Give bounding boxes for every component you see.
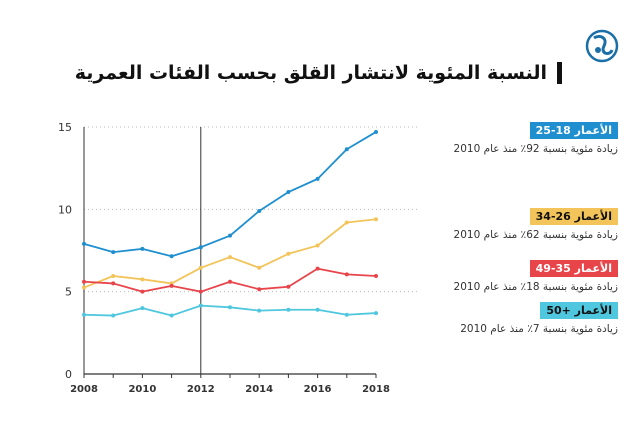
legend-item-35-49: الأعمار 35-49 زيادة مئوية بنسبة 18٪ منذ … bbox=[454, 257, 618, 293]
series-3-point-2018 bbox=[374, 311, 378, 316]
series-0-point-2015 bbox=[286, 190, 291, 195]
series-3-point-2014 bbox=[257, 308, 262, 313]
legend-item-18-25: الأعمار 18-25 زيادة مئوية بنسبة 92٪ منذ … bbox=[454, 119, 618, 155]
series-2-point-2008 bbox=[82, 279, 86, 284]
series-0-point-2017 bbox=[344, 147, 349, 152]
series-3-point-2011 bbox=[169, 313, 174, 318]
series-1-point-2010 bbox=[140, 277, 145, 282]
series-0-point-2010 bbox=[140, 246, 145, 251]
series-1-point-2013 bbox=[228, 255, 232, 260]
series-1-point-2008 bbox=[82, 285, 86, 290]
x-tick-label-2010: 2010 bbox=[128, 384, 156, 395]
aljazeera-logo bbox=[584, 28, 620, 64]
series-2-point-2015 bbox=[286, 284, 291, 289]
series-3-point-2010 bbox=[140, 306, 145, 311]
series-line-1 bbox=[83, 218, 377, 289]
series-1-point-2016 bbox=[315, 243, 320, 248]
series-2-point-2010 bbox=[140, 289, 145, 294]
legend-badge-26-34: الأعمار 26-34 bbox=[529, 208, 618, 225]
x-tick-label-2016: 2016 bbox=[304, 384, 332, 395]
series-3-point-2015 bbox=[286, 307, 291, 312]
series-1-point-2015 bbox=[286, 251, 291, 256]
series-0-point-2009 bbox=[111, 250, 116, 255]
title-accent-bar bbox=[557, 62, 562, 84]
series-0-point-2008 bbox=[82, 241, 86, 246]
series-3-point-2008 bbox=[82, 312, 86, 317]
series-2-point-2012 bbox=[198, 289, 203, 294]
legend-note-50-plus: زيادة مئوية بنسبة 7٪ منذ عام 2010 bbox=[460, 323, 618, 335]
series-2-point-2011 bbox=[169, 283, 174, 288]
legend-item-50-plus: الأعمار +50 زيادة مئوية بنسبة 7٪ منذ عام… bbox=[460, 299, 618, 335]
series-2-point-2014 bbox=[257, 287, 262, 292]
x-tick-label-2018: 2018 bbox=[362, 384, 390, 395]
series-2-point-2013 bbox=[228, 279, 232, 284]
series-0-point-2012 bbox=[198, 245, 203, 250]
series-2-point-2009 bbox=[111, 281, 116, 286]
y-tick-label-15: 15 bbox=[58, 121, 72, 134]
legend-note-18-25: زيادة مئوية بنسبة 92٪ منذ عام 2010 bbox=[453, 143, 618, 155]
series-1-point-2012 bbox=[198, 265, 203, 270]
series-0-point-2016 bbox=[315, 176, 320, 181]
series-3-point-2012 bbox=[198, 303, 203, 308]
legend-item-26-34: الأعمار 26-34 زيادة مئوية بنسبة 62٪ منذ … bbox=[454, 205, 618, 241]
x-tick-label-2012: 2012 bbox=[187, 384, 215, 395]
y-tick-label-5: 5 bbox=[65, 286, 72, 299]
legend-badge-35-49: الأعمار 35-49 bbox=[529, 260, 618, 277]
series-3-point-2009 bbox=[111, 313, 116, 318]
x-tick-label-2014: 2014 bbox=[245, 384, 273, 395]
legend-note-35-49: زيادة مئوية بنسبة 18٪ منذ عام 2010 bbox=[453, 281, 618, 293]
series-0-point-2018 bbox=[374, 129, 378, 134]
legend-badge-50-plus: الأعمار +50 bbox=[540, 302, 618, 319]
y-tick-label-0: 0 bbox=[65, 368, 72, 381]
x-tick-label-2008: 2008 bbox=[70, 384, 98, 395]
series-1-point-2014 bbox=[257, 265, 262, 270]
legend-note-26-34: زيادة مئوية بنسبة 62٪ منذ عام 2010 bbox=[453, 229, 618, 241]
series-3-point-2016 bbox=[315, 307, 320, 312]
chart-title-wrap: النسبة المئوية لانتشار القلق بحسب الفئات… bbox=[75, 58, 562, 88]
series-3-point-2017 bbox=[344, 312, 349, 317]
series-2-point-2018 bbox=[374, 274, 378, 279]
series-1-point-2017 bbox=[344, 220, 349, 225]
series-2-point-2017 bbox=[344, 272, 349, 277]
series-0-point-2014 bbox=[257, 208, 262, 213]
y-tick-label-10: 10 bbox=[58, 203, 72, 216]
series-0-point-2013 bbox=[228, 233, 232, 238]
series-2-point-2016 bbox=[315, 266, 320, 271]
legend-badge-18-25: الأعمار 18-25 bbox=[529, 122, 618, 139]
series-1-point-2018 bbox=[374, 217, 378, 222]
series-1-point-2009 bbox=[111, 274, 116, 279]
series-3-point-2013 bbox=[228, 305, 232, 310]
series-0-point-2011 bbox=[169, 254, 174, 259]
chart-title: النسبة المئوية لانتشار القلق بحسب الفئات… bbox=[74, 62, 547, 84]
